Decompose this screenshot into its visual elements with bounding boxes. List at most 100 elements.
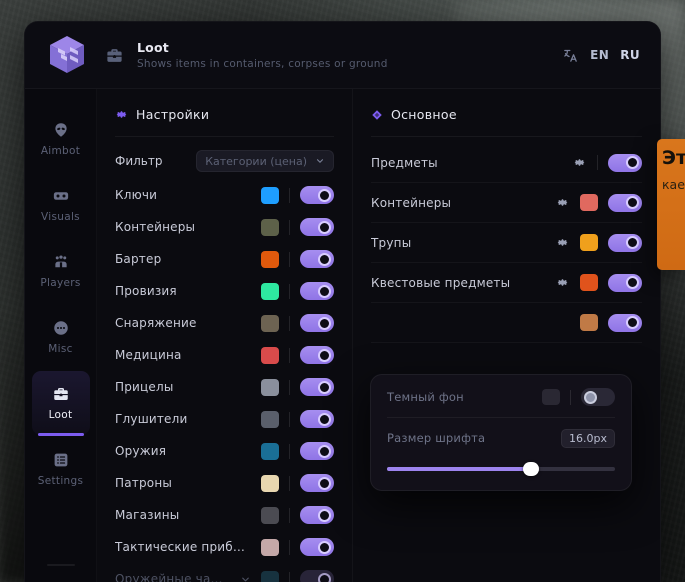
color-swatch[interactable] bbox=[261, 538, 279, 556]
chevron-down-icon[interactable] bbox=[240, 574, 251, 582]
font-size-value[interactable]: 16.0px bbox=[561, 428, 615, 448]
table-row[interactable]: Снаряжение bbox=[115, 307, 334, 339]
table-row[interactable]: Тактические приборы bbox=[115, 531, 334, 563]
notification-toast[interactable]: Эт кае bbox=[657, 139, 685, 270]
sidebar-item-label: Aimbot bbox=[40, 145, 81, 157]
color-swatch[interactable] bbox=[261, 474, 279, 492]
table-row[interactable]: Оружейные части bbox=[115, 563, 334, 582]
settings-panel-header: Настройки bbox=[115, 107, 334, 136]
table-row[interactable]: Контейнеры bbox=[371, 183, 642, 222]
row-toggle[interactable] bbox=[300, 410, 334, 428]
color-swatch[interactable] bbox=[542, 389, 560, 405]
divider bbox=[371, 182, 642, 183]
row-toggle[interactable] bbox=[300, 378, 334, 396]
table-row[interactable]: Патроны bbox=[115, 467, 334, 499]
row-label: Трупы bbox=[371, 235, 412, 250]
row-toggle[interactable] bbox=[608, 313, 642, 332]
color-swatch[interactable] bbox=[261, 186, 279, 204]
table-row[interactable]: Провизия bbox=[115, 275, 334, 307]
divider bbox=[289, 411, 290, 427]
table-row[interactable]: Прицелы bbox=[115, 371, 334, 403]
color-swatch[interactable] bbox=[580, 274, 598, 291]
divider bbox=[371, 302, 642, 303]
font-size-row: Размер шрифта 16.0px bbox=[387, 418, 615, 458]
table-row[interactable]: Трупы bbox=[371, 223, 642, 262]
row-toggle[interactable] bbox=[300, 186, 334, 204]
briefcase-icon bbox=[101, 46, 127, 65]
color-swatch[interactable] bbox=[580, 234, 598, 251]
color-swatch[interactable] bbox=[261, 346, 279, 364]
table-row[interactable]: Ключи bbox=[115, 179, 334, 211]
color-swatch[interactable] bbox=[261, 250, 279, 268]
lang-ru-button[interactable]: RU bbox=[620, 48, 640, 62]
sidebar-item-label: Players bbox=[40, 277, 81, 289]
divider bbox=[387, 417, 615, 418]
app-window: Loot Shows items in containers, corpses … bbox=[24, 21, 661, 582]
color-swatch[interactable] bbox=[261, 506, 279, 524]
gear-icon[interactable] bbox=[556, 276, 570, 289]
row-label: Магазины bbox=[115, 508, 180, 522]
sidebar-item-players[interactable]: Players bbox=[32, 239, 90, 303]
row-toggle[interactable] bbox=[300, 282, 334, 300]
color-swatch[interactable] bbox=[261, 314, 279, 332]
row-toggle[interactable] bbox=[300, 314, 334, 332]
row-label: Прицелы bbox=[115, 380, 174, 394]
table-row[interactable] bbox=[371, 303, 642, 342]
color-swatch[interactable] bbox=[261, 410, 279, 428]
row-toggle[interactable] bbox=[300, 474, 334, 492]
table-row[interactable]: Магазины bbox=[115, 499, 334, 531]
row-toggle[interactable] bbox=[608, 153, 642, 172]
people-icon bbox=[52, 253, 70, 271]
sidebar-handle bbox=[46, 564, 75, 566]
row-toggle[interactable] bbox=[300, 442, 334, 460]
dark-background-row[interactable]: Темный фон bbox=[387, 377, 615, 417]
divider bbox=[371, 222, 642, 223]
row-toggle[interactable] bbox=[300, 506, 334, 524]
row-toggle[interactable] bbox=[300, 538, 334, 556]
gear-icon[interactable] bbox=[556, 196, 570, 209]
color-swatch[interactable] bbox=[261, 218, 279, 236]
main-panel: Основное Предметы Контейнеры bbox=[353, 89, 660, 582]
sidebar-item-label: Visuals bbox=[41, 211, 80, 223]
row-label: Провизия bbox=[115, 284, 177, 298]
sidebar-item-visuals[interactable]: Visuals bbox=[32, 173, 90, 237]
row-toggle[interactable] bbox=[608, 233, 642, 252]
font-size-slider[interactable] bbox=[387, 462, 615, 476]
gear-icon[interactable] bbox=[556, 236, 570, 249]
table-row[interactable]: Медицина bbox=[115, 339, 334, 371]
gear-icon[interactable] bbox=[573, 156, 587, 169]
sidebar-item-aimbot[interactable]: Aimbot bbox=[32, 107, 90, 171]
color-swatch[interactable] bbox=[261, 442, 279, 460]
sidebar-item-settings[interactable]: Settings bbox=[32, 437, 90, 501]
divider bbox=[570, 389, 571, 405]
row-toggle[interactable] bbox=[300, 250, 334, 268]
sidebar-item-misc[interactable]: Misc bbox=[32, 305, 90, 369]
color-swatch[interactable] bbox=[261, 282, 279, 300]
table-row[interactable]: Бартер bbox=[115, 243, 334, 275]
color-swatch[interactable] bbox=[580, 314, 598, 331]
table-row[interactable]: Глушители bbox=[115, 403, 334, 435]
dark-background-toggle[interactable] bbox=[581, 388, 615, 406]
font-size-label: Размер шрифта bbox=[387, 431, 486, 445]
sidebar-item-loot[interactable]: Loot bbox=[31, 371, 90, 436]
filter-select[interactable]: Категории (цена) bbox=[196, 150, 334, 172]
sidebar: Aimbot Visuals bbox=[25, 89, 97, 582]
row-label: Оружейные части bbox=[115, 572, 226, 582]
color-swatch[interactable] bbox=[580, 194, 598, 211]
table-row[interactable]: Оружия bbox=[115, 435, 334, 467]
row-toggle[interactable] bbox=[608, 273, 642, 292]
slider-thumb[interactable] bbox=[522, 462, 539, 476]
lang-en-button[interactable]: EN bbox=[590, 48, 610, 62]
color-swatch[interactable] bbox=[261, 570, 279, 582]
row-toggle[interactable] bbox=[300, 218, 334, 236]
table-row[interactable]: Предметы bbox=[371, 143, 642, 182]
table-row[interactable]: Контейнеры bbox=[115, 211, 334, 243]
table-row[interactable]: Квестовые предметы bbox=[371, 263, 642, 302]
language-switcher[interactable]: EN RU bbox=[562, 47, 640, 64]
color-swatch[interactable] bbox=[261, 378, 279, 396]
filter-label: Фильтр bbox=[115, 154, 163, 168]
row-toggle[interactable] bbox=[608, 193, 642, 212]
row-toggle[interactable] bbox=[300, 570, 334, 582]
page-subtitle: Shows items in containers, corpses or gr… bbox=[137, 58, 388, 70]
row-toggle[interactable] bbox=[300, 346, 334, 364]
